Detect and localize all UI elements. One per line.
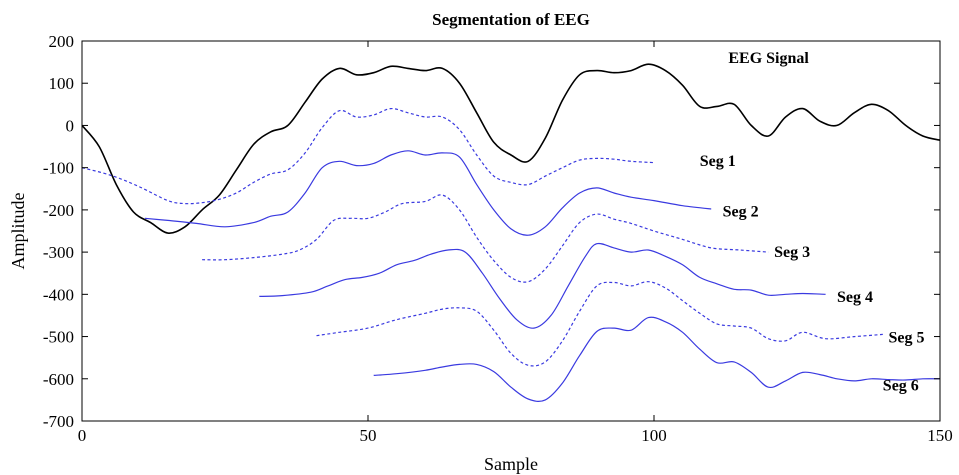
- y-tick-label: 0: [66, 116, 75, 135]
- y-tick-label: -200: [43, 201, 74, 220]
- annotation-seg-2: Seg 2: [723, 204, 759, 221]
- y-tick-label: -300: [43, 243, 74, 262]
- x-tick-label: 150: [927, 426, 953, 445]
- series-line-seg-4: [259, 242, 826, 329]
- y-tick-label: 200: [49, 32, 75, 51]
- series-line-seg-2: [144, 150, 712, 236]
- series-line-seg-6: [373, 316, 941, 402]
- axis-ticks: 0 50 100 150 -700 -600 -500 -400 -300 -200 -100 0 10…: [43, 32, 953, 445]
- y-tick-label: -100: [43, 159, 74, 178]
- annotation-seg-3: Seg 3: [774, 244, 810, 261]
- plot-area-border: [81, 40, 941, 422]
- x-tick-label: 100: [641, 426, 667, 445]
- plot-lines: [81, 63, 941, 402]
- series-line-seg-5: [316, 281, 883, 367]
- x-tick-label: 50: [360, 426, 377, 445]
- y-axis-label: Amplitude: [8, 192, 28, 269]
- x-axis-label: Sample: [484, 454, 538, 474]
- series-line-eeg-signal: [81, 63, 941, 234]
- x-tick-label: 0: [78, 426, 87, 445]
- series-line-seg-3: [202, 194, 769, 283]
- annotation-seg-4: Seg 4: [837, 289, 873, 306]
- y-tick-label: 100: [49, 74, 75, 93]
- annotation-seg-5: Seg 5: [889, 329, 925, 346]
- annotation-seg-1: Seg 1: [700, 153, 736, 170]
- y-tick-label: -400: [43, 285, 74, 304]
- series-annotations: EEG Signal Seg 1 Seg 2 Seg 3 Seg 4 Seg 5 Seg 6: [700, 50, 925, 395]
- annotation-eeg-signal: EEG Signal: [728, 50, 809, 67]
- y-tick-label: -500: [43, 328, 74, 347]
- annotation-seg-6: Seg 6: [883, 378, 919, 395]
- series-line-seg-1: [81, 107, 655, 205]
- y-tick-label: -600: [43, 370, 74, 389]
- chart-title: Segmentation of EEG: [432, 10, 590, 29]
- y-tick-label: -700: [43, 412, 74, 431]
